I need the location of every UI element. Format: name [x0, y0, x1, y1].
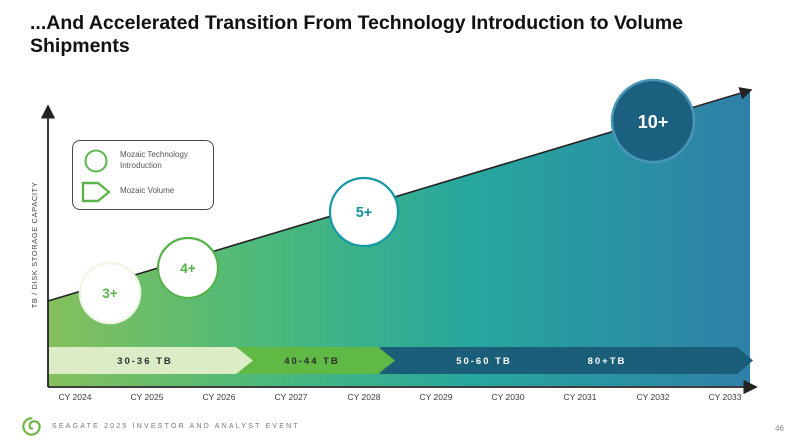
- milestone-4plus: 4+: [156, 236, 220, 300]
- legend-item-introduction-label: Mozaic Technology Introduction: [120, 150, 188, 170]
- milestone-10plus: 10+: [610, 78, 696, 164]
- x-tick-cy2024: CY 2024: [59, 392, 92, 402]
- x-tick-cy2033: CY 2033: [709, 392, 742, 402]
- milestone-3plus-label: 3+: [102, 286, 118, 301]
- x-tick-cy2027: CY 2027: [275, 392, 308, 402]
- x-tick-cy2029: CY 2029: [420, 392, 453, 402]
- page-number: 46: [775, 424, 784, 433]
- milestone-10plus-label: 10+: [638, 112, 669, 132]
- legend-item-volume: Mozaic Volume: [81, 181, 205, 203]
- mozaic-volume-arrow-icon: [81, 181, 111, 203]
- band-label-80tb: 80+TB: [588, 356, 627, 367]
- y-axis-label: TB / DISK STORAGE CAPACITY: [30, 182, 39, 309]
- legend-item-introduction: Mozaic Technology Introduction: [81, 148, 205, 174]
- seagate-logo-icon: [20, 415, 43, 438]
- band-label-40-44tb: 40-44 TB: [284, 356, 340, 367]
- milestone-3plus: 3+: [78, 261, 142, 325]
- volume-band-40-44: 40-44 TB: [238, 347, 395, 374]
- volume-band-30-36: 30-36 TB: [48, 347, 253, 374]
- x-tick-cy2026: CY 2026: [203, 392, 236, 402]
- chart-legend: Mozaic Technology Introduction Mozaic Vo…: [72, 140, 214, 210]
- milestone-5plus: 5+: [328, 176, 400, 248]
- footer-event-text: SEAGATE 2025 INVESTOR AND ANALYST EVENT: [52, 423, 300, 430]
- milestone-5plus-label: 5+: [356, 205, 373, 221]
- milestone-4plus-label: 4+: [180, 261, 196, 276]
- x-tick-cy2030: CY 2030: [492, 392, 525, 402]
- page-title: ...And Accelerated Transition From Techn…: [30, 12, 683, 57]
- slide-footer: SEAGATE 2025 INVESTOR AND ANALYST EVENT: [20, 415, 300, 438]
- legend-item-volume-label: Mozaic Volume: [120, 186, 175, 196]
- x-tick-cy2031: CY 2031: [564, 392, 597, 402]
- volume-band-50-60-80: 50-60 TB 80+TB: [380, 347, 753, 374]
- x-tick-cy2032: CY 2032: [637, 392, 670, 402]
- band-label-30-36tb: 30-36 TB: [117, 356, 173, 367]
- mozaic-introduction-circle-icon: [81, 148, 111, 174]
- x-axis-labels: CY 2024 CY 2025 CY 2026 CY 2027 CY 2028 …: [59, 392, 742, 402]
- band-label-50-60tb: 50-60 TB: [456, 356, 512, 367]
- x-tick-cy2025: CY 2025: [131, 392, 164, 402]
- capacity-growth-area: [48, 91, 750, 386]
- x-tick-cy2028: CY 2028: [348, 392, 381, 402]
